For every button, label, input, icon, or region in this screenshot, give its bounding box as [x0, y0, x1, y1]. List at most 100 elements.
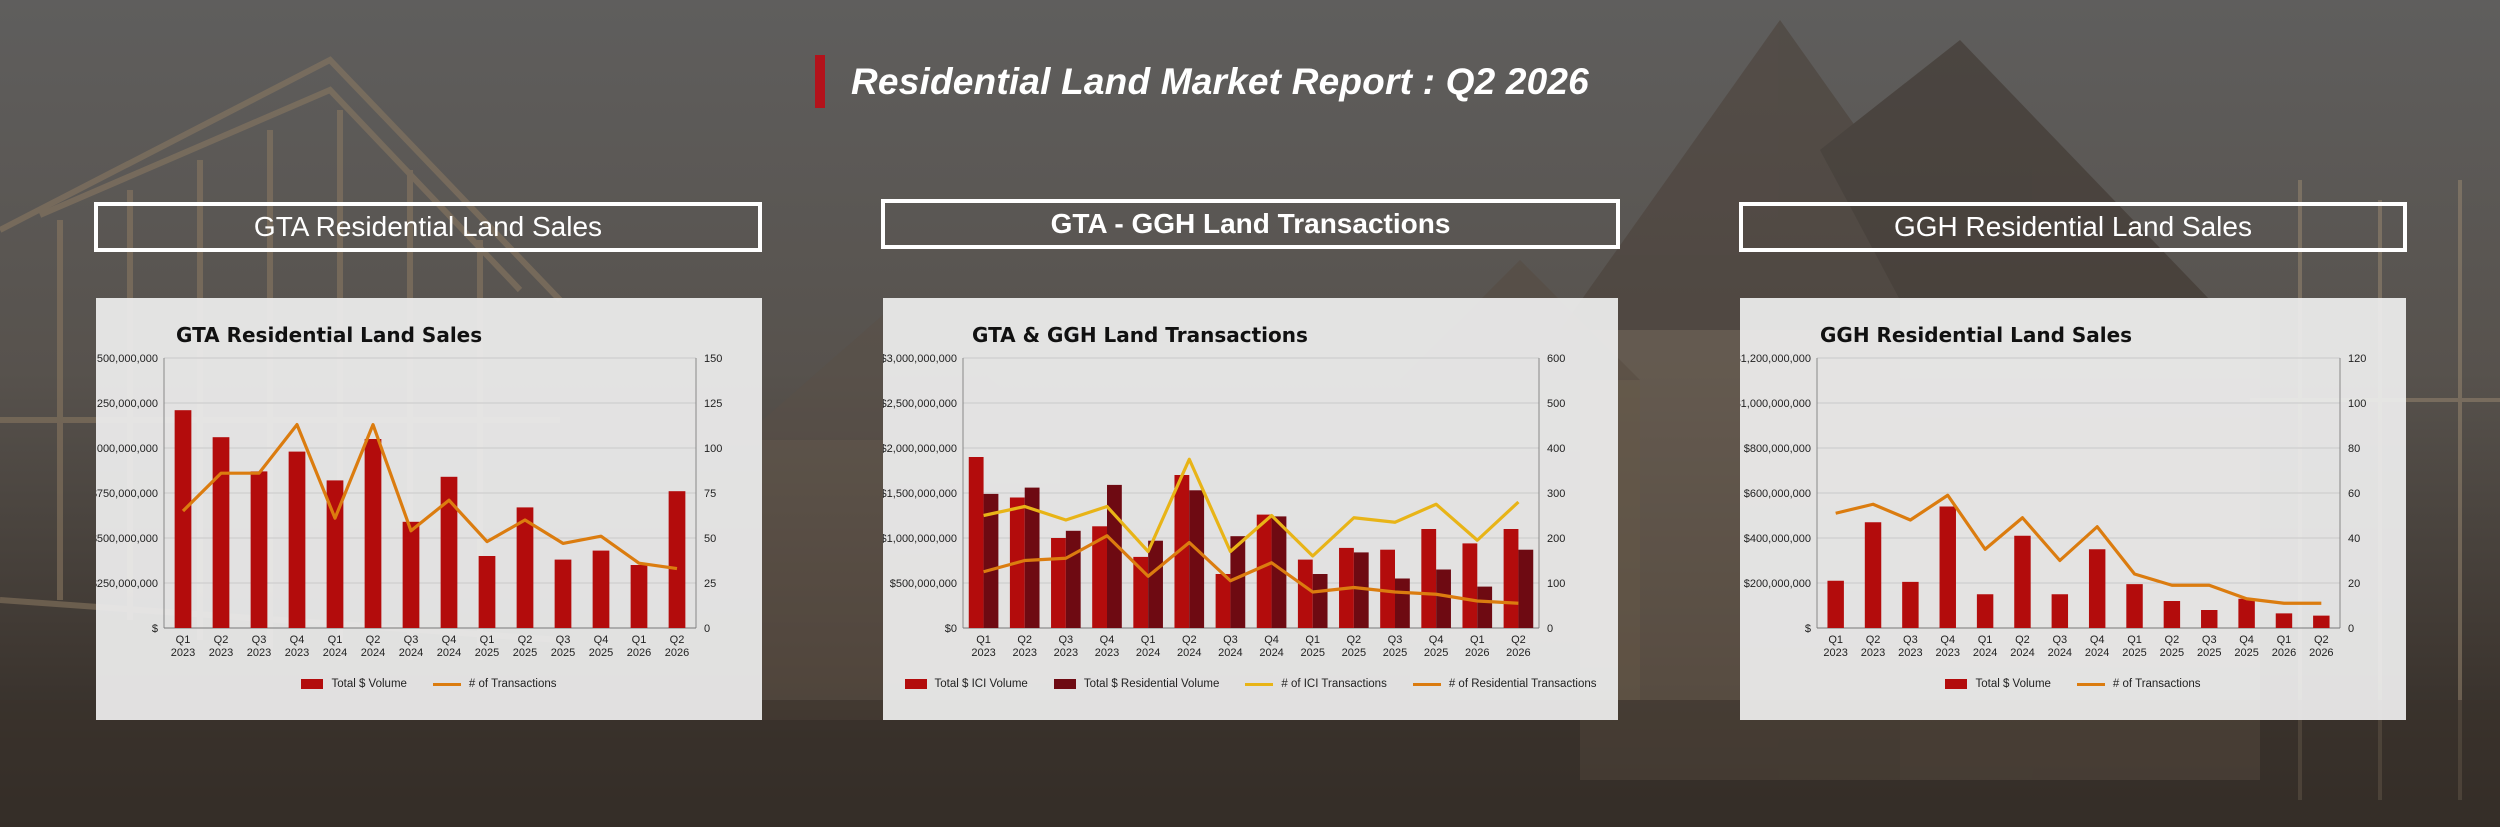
- legend-item: # of Transactions: [2076, 678, 2201, 690]
- x-tick-label: 2026: [627, 647, 651, 659]
- x-tick-label: Q1: [480, 634, 495, 646]
- x-tick-label: 2025: [551, 647, 575, 659]
- bar: [1421, 529, 1437, 628]
- x-tick-label: Q2: [1347, 634, 1362, 646]
- x-tick-label: 2025: [2122, 647, 2146, 659]
- bar: [1353, 552, 1369, 628]
- x-tick-label: 2023: [171, 647, 195, 659]
- legend-swatch: [1412, 682, 1441, 686]
- x-tick-label: 2026: [1506, 647, 1530, 659]
- legend-label: # of Transactions: [468, 678, 557, 690]
- x-tick-label: Q2: [670, 634, 685, 646]
- y-left-tick-label: $2,000,000,000: [883, 443, 957, 455]
- legend-swatch: [1245, 682, 1274, 686]
- bar: [1380, 549, 1395, 628]
- y-right-tick-label: 120: [2348, 353, 2366, 365]
- bar: [1065, 530, 1081, 628]
- x-tick-label: Q3: [1388, 634, 1403, 646]
- legend-swatch: [301, 679, 324, 689]
- x-tick-label: Q2: [2015, 634, 2030, 646]
- x-tick-label: 2026: [2272, 647, 2296, 659]
- section-header-gta: GTA Residential Land Sales: [94, 202, 762, 252]
- chart-panel-gta: GTA Residential Land Sales $ $250,000,000 $…: [96, 298, 762, 720]
- x-tick-label: 2025: [475, 647, 499, 659]
- legend-item: Total $ Residential Volume: [1053, 678, 1220, 690]
- x-tick-label: 2024: [2010, 647, 2034, 659]
- x-tick-label: 2023: [1898, 647, 1922, 659]
- x-tick-label: 2025: [1383, 647, 1407, 659]
- bar: [1462, 543, 1478, 628]
- bar: [1107, 484, 1122, 628]
- y-right-tick-label: 100: [1547, 578, 1565, 590]
- x-tick-label: Q4: [442, 634, 457, 646]
- y-left-tick-label: $800,000,000: [1744, 443, 1811, 455]
- bar: [1189, 490, 1205, 628]
- y-left-tick-label: $200,000,000: [1744, 578, 1811, 590]
- chart-gta: GTA Residential Land Sales $ $250,000,000 $…: [96, 323, 722, 659]
- x-tick-label: Q2: [366, 634, 381, 646]
- x-tick-label: 2023: [209, 647, 233, 659]
- y-left-tick-label: $1,500,000,000: [96, 353, 158, 365]
- x-tick-label: 2024: [323, 647, 347, 659]
- bar: [1297, 559, 1313, 628]
- bar: [1436, 569, 1451, 628]
- y-right-tick-label: 40: [2348, 533, 2360, 545]
- x-tick-label: 2023: [1054, 647, 1078, 659]
- y-left-tick-label: $2,500,000,000: [883, 398, 957, 410]
- y-left-tick-label: $250,000,000: [96, 578, 158, 590]
- bar: [554, 559, 572, 628]
- x-tick-label: 2024: [437, 647, 461, 659]
- y-right-tick-label: 0: [704, 623, 710, 635]
- bar: [2163, 601, 2181, 628]
- x-tick-label: Q3: [1223, 634, 1238, 646]
- bar: [1477, 586, 1493, 628]
- x-tick-label: Q1: [2277, 634, 2292, 646]
- legend-label: Total $ Residential Volume: [1083, 678, 1220, 690]
- x-tick-label: Q3: [1059, 634, 1074, 646]
- bar: [592, 550, 610, 628]
- x-tick-label: Q1: [976, 634, 991, 646]
- x-tick-label: Q1: [328, 634, 343, 646]
- series-line: [983, 457, 1520, 558]
- x-tick-label: Q2: [1511, 634, 1526, 646]
- x-tick-label: Q4: [1100, 634, 1115, 646]
- bar: [2088, 549, 2106, 628]
- legend-swatch: [432, 682, 461, 686]
- y-left-tick-label: $1,000,000,000: [96, 443, 158, 455]
- y-right-tick-label: 0: [2348, 623, 2354, 635]
- bar: [1174, 475, 1190, 628]
- y-right-tick-label: 500: [1547, 398, 1565, 410]
- bar: [1148, 540, 1163, 628]
- legend-gta-ggh: Total $ ICI Volume Total $ Residential Vo…: [883, 678, 1618, 690]
- y-left-tick-label: $1,000,000,000: [883, 533, 957, 545]
- y-right-tick-label: 200: [1547, 533, 1565, 545]
- bar: [288, 451, 306, 628]
- series-line: [983, 534, 1519, 605]
- chart-title: GGH Residential Land Sales: [1820, 323, 2132, 347]
- series-line: [181, 422, 678, 571]
- x-tick-label: 2026: [1465, 647, 1489, 659]
- bar: [983, 493, 999, 628]
- y-right-tick-label: 300: [1547, 488, 1565, 500]
- y-right-tick-label: 25: [704, 578, 716, 590]
- bar: [1395, 578, 1410, 628]
- x-tick-label: 2023: [285, 647, 309, 659]
- x-tick-label: 2025: [513, 647, 537, 659]
- x-tick-label: Q1: [632, 634, 647, 646]
- x-tick-label: 2023: [1936, 647, 1960, 659]
- x-tick-label: Q2: [1866, 634, 1881, 646]
- x-tick-label: Q2: [1017, 634, 1032, 646]
- x-tick-label: 2023: [1095, 647, 1119, 659]
- x-tick-label: 2024: [2085, 647, 2109, 659]
- x-tick-label: 2025: [1342, 647, 1366, 659]
- legend-ggh: Total $ Volume # of Transactions: [1740, 678, 2406, 690]
- section-header-gta-label: GTA Residential Land Sales: [253, 211, 603, 242]
- y-left-tick-label: $1,250,000,000: [96, 398, 158, 410]
- legend-label: Total $ Volume: [331, 678, 407, 690]
- x-tick-label: 2025: [589, 647, 613, 659]
- legend-label: # of Transactions: [2112, 678, 2201, 690]
- bar: [1518, 549, 1534, 628]
- y-right-tick-label: 150: [704, 353, 722, 365]
- x-tick-label: Q2: [214, 634, 229, 646]
- x-tick-label: 2025: [2160, 647, 2184, 659]
